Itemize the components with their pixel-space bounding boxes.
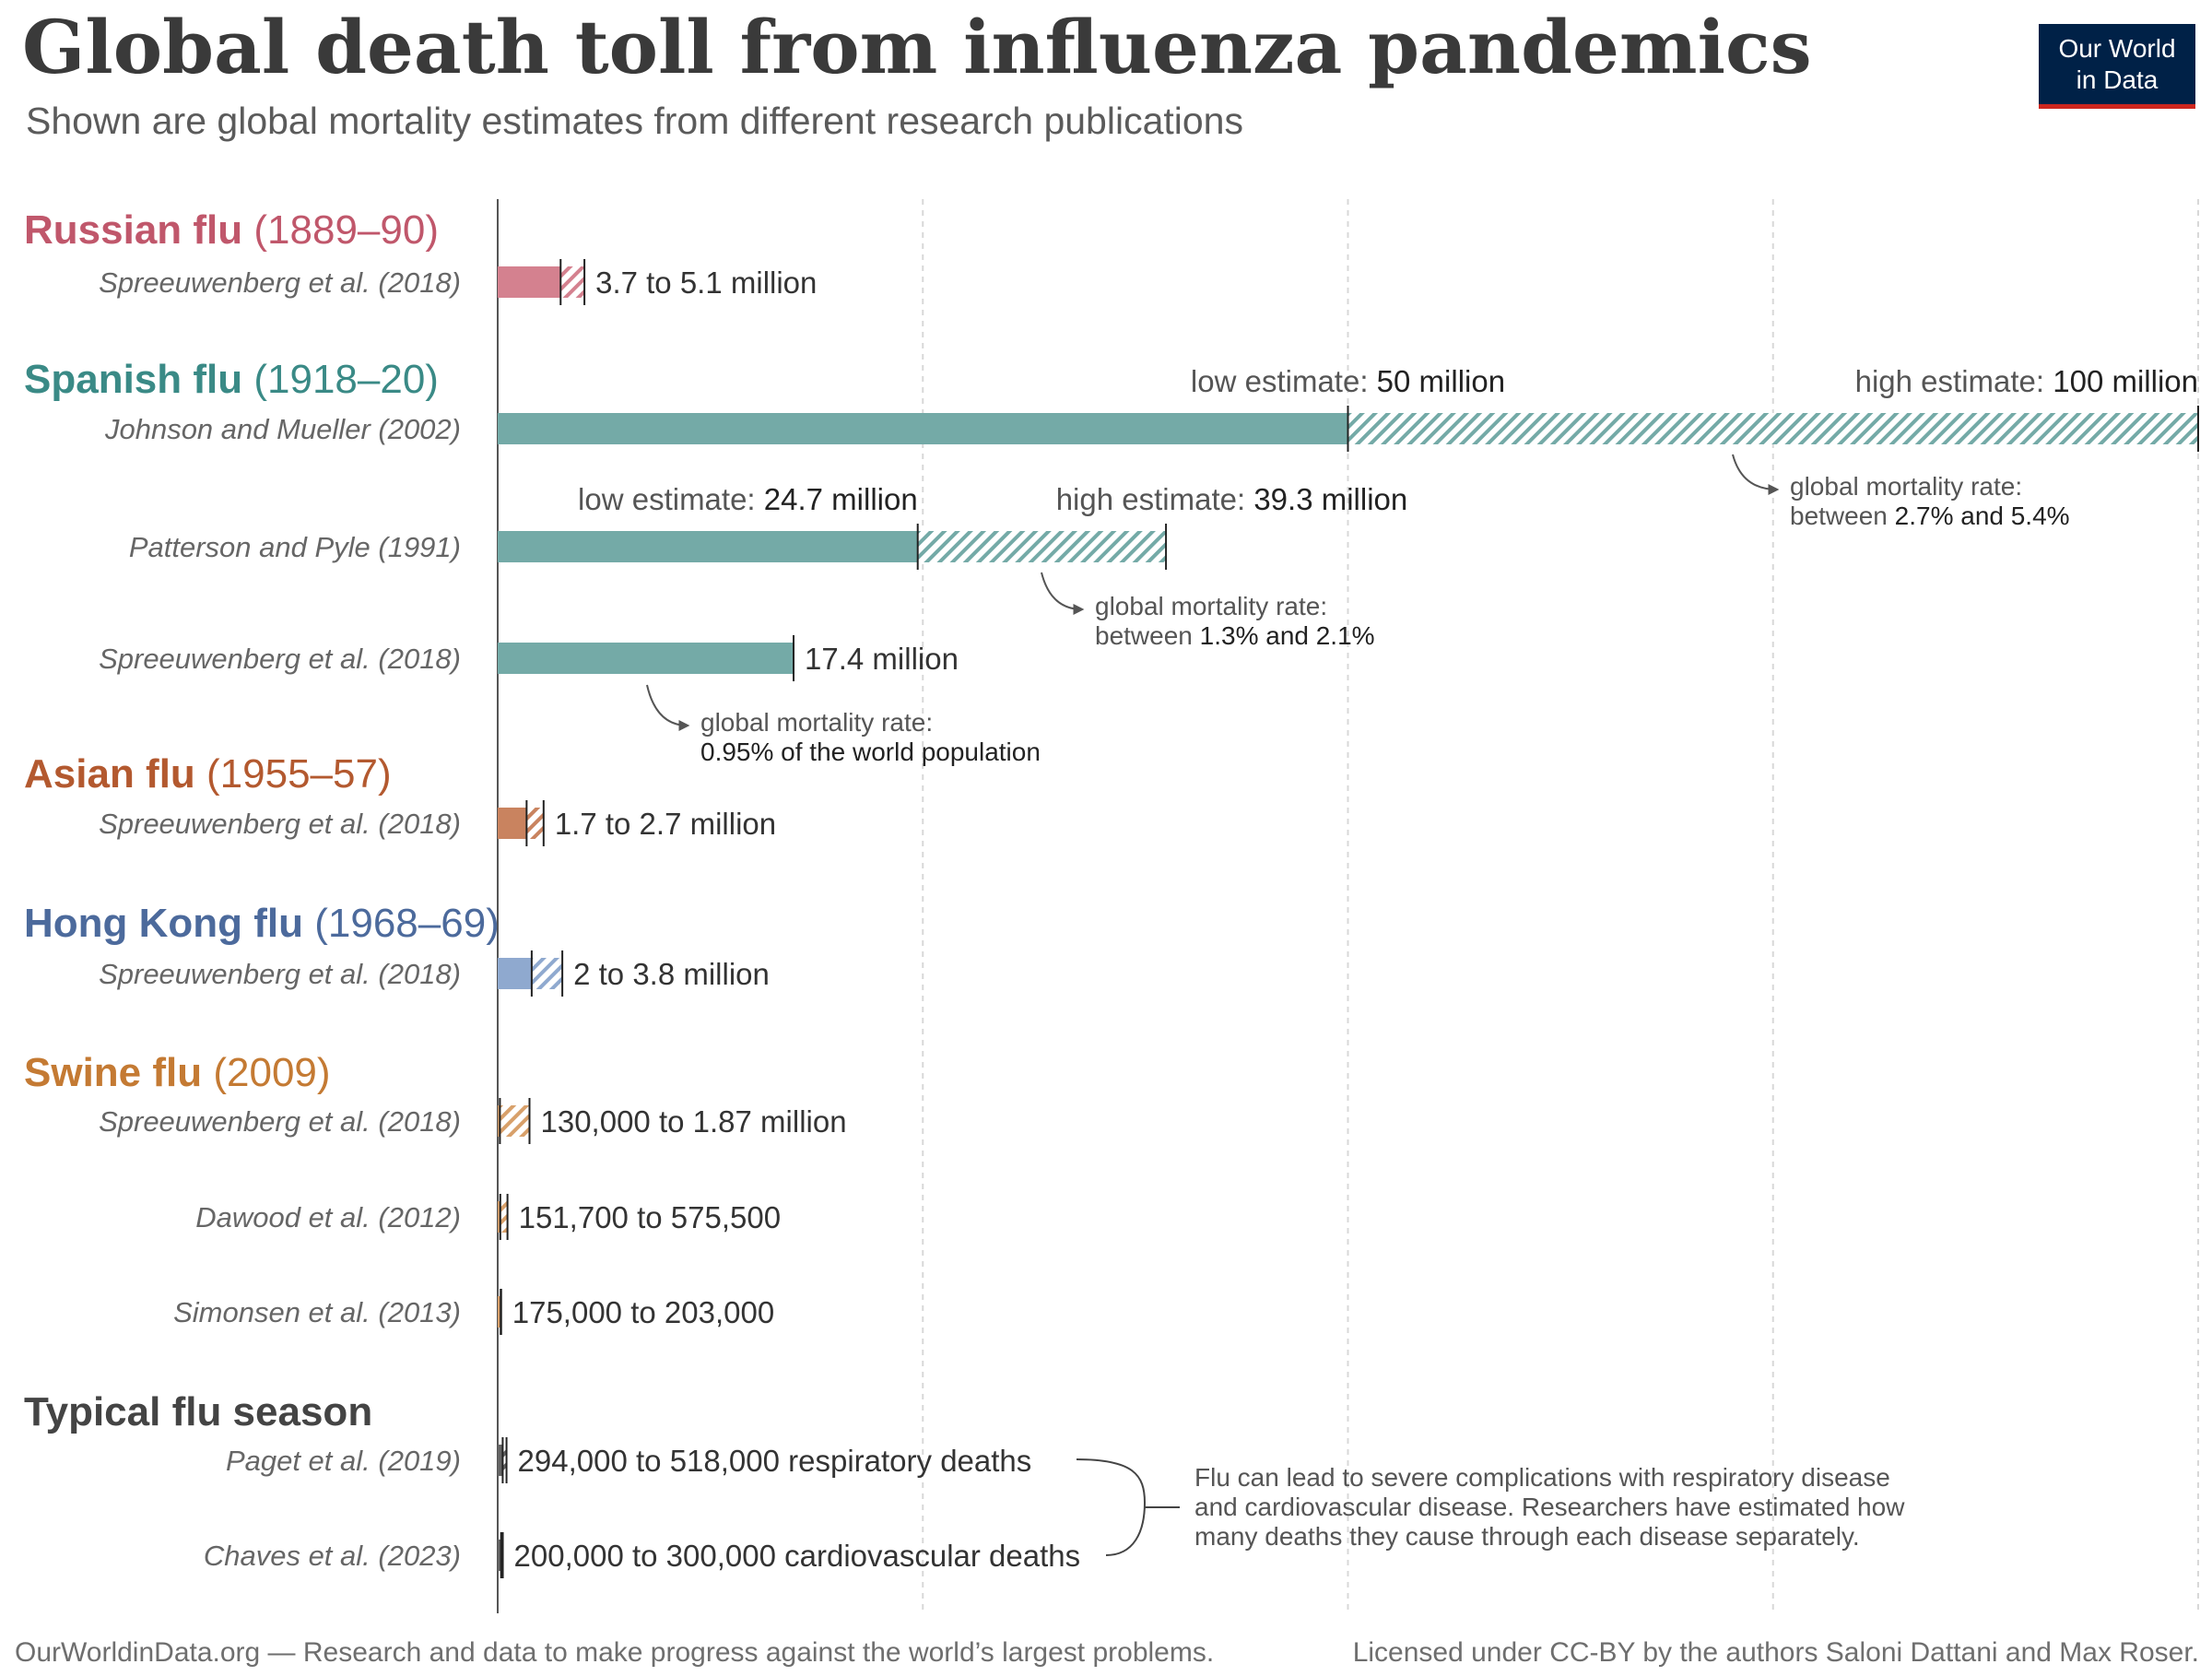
bar-range-hatched: [502, 1445, 507, 1476]
group-title-5-part-0: Typical flu season: [24, 1389, 372, 1434]
value-label: 2 to 3.8 million: [573, 957, 770, 991]
note-arrow: [1732, 454, 1780, 495]
group-title-4: Swine flu (2009): [24, 1050, 331, 1095]
source-label: Spreeuwenberg et al. (2018): [99, 266, 461, 299]
logo-line-2: in Data: [2076, 65, 2159, 94]
mortality-note-line-2: 0.95% of the world population: [700, 738, 1041, 766]
low-estimate-label-part-1: 24.7 million: [764, 482, 918, 516]
mortality-note-line-2-part-1: 1.3% and 2.1%: [1200, 621, 1375, 650]
mortality-note-line-2: between 1.3% and 2.1%: [1095, 621, 1375, 650]
note-arrow: [646, 684, 690, 731]
group-title-1: Spanish flu (1918–20): [24, 357, 439, 402]
value-label: 151,700 to 575,500: [519, 1200, 781, 1234]
high-estimate-label-part-1: 39.3 million: [1253, 482, 1407, 516]
bar-range-hatched: [526, 808, 544, 839]
source-label: Spreeuwenberg et al. (2018): [99, 808, 461, 840]
value-label: 175,000 to 203,000: [512, 1295, 774, 1329]
group-title-1-part-1: (1918–20): [242, 357, 439, 402]
high-estimate-label-part-1: 100 million: [2053, 364, 2198, 398]
owid-logo[interactable]: Our World in Data: [2039, 24, 2195, 109]
low-estimate-label-part-0: low estimate:: [1191, 364, 1377, 398]
low-estimate-label: low estimate: 24.7 million: [578, 482, 918, 516]
bar-range-hatched: [531, 958, 563, 989]
bar-low-estimate: [498, 1445, 503, 1476]
source-label: Spreeuwenberg et al. (2018): [99, 1105, 461, 1138]
high-estimate-label: high estimate: 100 million: [1855, 364, 2198, 398]
bar-low-estimate: [498, 1296, 501, 1328]
bar-low-estimate: [498, 958, 532, 989]
bar-low-estimate: [498, 531, 918, 562]
value-label: 1.7 to 2.7 million: [555, 807, 776, 841]
bar-low-estimate: [498, 1201, 500, 1233]
high-estimate-label-part-0: high estimate:: [1056, 482, 1254, 516]
source-label: Spreeuwenberg et al. (2018): [99, 958, 461, 990]
group-title-2-part-0: Asian flu: [24, 751, 195, 797]
bar-range-hatched: [560, 266, 585, 298]
source-label: Patterson and Pyle (1991): [129, 531, 461, 563]
source-label: Spreeuwenberg et al. (2018): [99, 643, 461, 675]
source-label: Paget et al. (2019): [226, 1445, 461, 1477]
value-label: 294,000 to 518,000 respiratory deaths: [518, 1444, 1032, 1478]
mortality-note-line-2-part-0: between: [1095, 621, 1200, 650]
bracket-note-line: Flu can lead to severe complications wit…: [1194, 1463, 1890, 1492]
group-title-0-part-1: (1889–90): [242, 207, 439, 253]
mortality-note-line-1: global mortality rate:: [1095, 592, 1327, 620]
mortality-note-line-2: between 2.7% and 5.4%: [1790, 502, 2070, 530]
group-title-4-part-1: (2009): [202, 1050, 330, 1095]
high-estimate-label: high estimate: 39.3 million: [1056, 482, 1408, 516]
bar-range-hatched: [500, 1201, 508, 1233]
footer-source[interactable]: OurWorldinData.org — Research and data t…: [15, 1637, 1215, 1668]
mortality-note-line-1: global mortality rate:: [700, 708, 933, 737]
chart-subtitle: Shown are global mortality estimates fro…: [26, 100, 1243, 142]
group-title-3: Hong Kong flu (1968–69): [24, 901, 500, 946]
group-title-3-part-1: (1968–69): [303, 901, 500, 946]
bracket: [1076, 1458, 1147, 1556]
bar-range-hatched: [917, 531, 1167, 562]
high-estimate-label-part-0: high estimate:: [1855, 364, 2053, 398]
bar-low-estimate: [498, 808, 527, 839]
bar-range-hatched: [500, 1105, 530, 1137]
bar-low-estimate: [498, 643, 794, 674]
low-estimate-label-part-0: low estimate:: [578, 482, 764, 516]
bar-low-estimate: [498, 1105, 500, 1137]
value-label: 3.7 to 5.1 million: [595, 266, 817, 300]
bar-low-estimate: [498, 266, 561, 298]
bracket-note-line: and cardiovascular disease. Researchers …: [1194, 1493, 1905, 1521]
value-label: 17.4 million: [805, 642, 959, 676]
low-estimate-label: low estimate: 50 million: [1191, 364, 1505, 398]
mortality-note-line-1: global mortality rate:: [1790, 472, 2022, 501]
bar-range-hatched: [1347, 413, 2198, 444]
source-label: Simonsen et al. (2013): [173, 1296, 461, 1328]
bracket-note-line: many deaths they cause through each dise…: [1194, 1522, 1860, 1551]
group-title-2: Asian flu (1955–57): [24, 751, 392, 797]
mortality-note-line-2-part-1: 0.95% of the world population: [700, 738, 1041, 766]
group-title-5: Typical flu season: [24, 1389, 372, 1434]
value-label: 200,000 to 300,000 cardiovascular deaths: [514, 1539, 1081, 1573]
group-title-2-part-1: (1955–57): [195, 751, 392, 797]
group-title-0: Russian flu (1889–90): [24, 207, 439, 253]
mark-layer: Russian flu (1889–90) Spreeuwenberg et al…: [24, 207, 2199, 1578]
bar-low-estimate: [498, 1540, 501, 1571]
group-title-0-part-0: Russian flu: [24, 207, 242, 253]
group-title-1-part-0: Spanish flu: [24, 357, 242, 402]
source-label: Dawood et al. (2012): [195, 1201, 461, 1233]
mortality-note-line-2-part-0: between: [1790, 502, 1895, 530]
group-title-4-part-0: Swine flu: [24, 1050, 202, 1095]
source-label: Johnson and Mueller (2002): [104, 413, 461, 445]
note-arrow: [1041, 572, 1085, 615]
bar-low-estimate: [498, 413, 1348, 444]
value-label: 130,000 to 1.87 million: [541, 1104, 847, 1139]
source-label: Chaves et al. (2023): [204, 1540, 461, 1572]
logo-line-1: Our World: [2058, 34, 2176, 63]
chart-title: Global death toll from influenza pandemi…: [22, 4, 1812, 90]
low-estimate-label-part-1: 50 million: [1377, 364, 1505, 398]
footer-license: Licensed under CC-BY by the authors Salo…: [1352, 1637, 2199, 1668]
group-title-3-part-0: Hong Kong flu: [24, 901, 303, 946]
mortality-note-line-2-part-1: 2.7% and 5.4%: [1895, 502, 2070, 530]
